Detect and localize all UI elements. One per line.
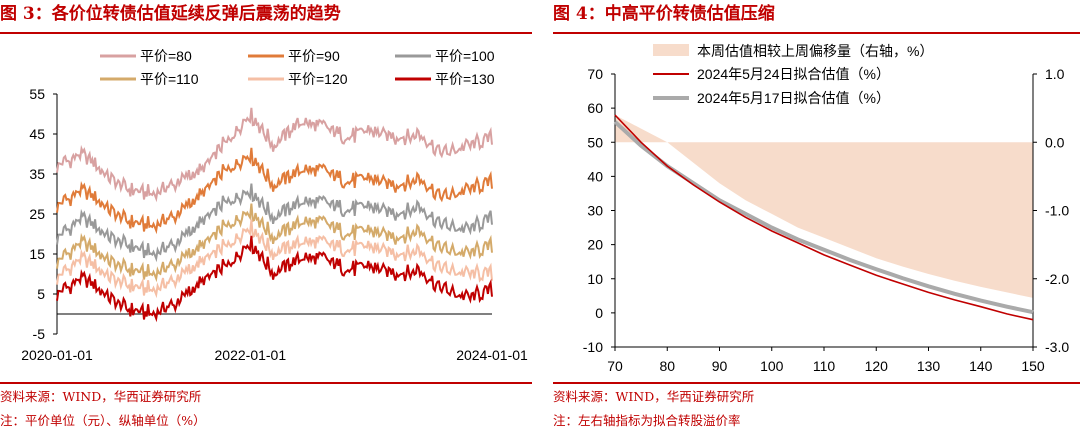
fit-line-may-24	[614, 114, 1034, 321]
series-line	[56, 219, 493, 299]
legend-label: 平价=110	[140, 71, 199, 87]
right-axis-tick-label: 0.0	[1045, 134, 1065, 150]
left-y-tick-label: 35	[29, 166, 45, 182]
left-y-tick-label: 25	[29, 206, 45, 222]
legend-label: 平价=130	[435, 71, 495, 87]
fit-line-may-17	[613, 120, 1034, 315]
legend-label: 平价=100	[435, 48, 495, 64]
legend-label: 平价=120	[288, 71, 348, 87]
left-axis-tick-label: 50	[587, 134, 603, 150]
left-line-chart: -5 5 15 25 35 45 55 2020-01-01 2022-01-01 2024-01…	[21, 48, 528, 363]
left-x-tick-label: 2020-01-01	[21, 347, 93, 363]
offset-area	[615, 115, 1033, 298]
left-panel: 图 3：各价位转债估值延续反弹后震荡的趋势 -5 5 15 25 35 45 55 2020-…	[0, 0, 532, 435]
left-x-tick-label: 2024-01-01	[456, 347, 528, 363]
left-axis-tick-label: 10	[587, 271, 603, 287]
left-y-tick-label: 45	[29, 126, 45, 142]
x-axis-tick-label: 100	[760, 358, 784, 374]
left-y-tick-label: -5	[33, 326, 46, 342]
left-x-tick-label: 2022-01-01	[215, 347, 287, 363]
right-axis-tick-label: 1.0	[1045, 66, 1065, 82]
left-source-note: 资料来源：WIND，华西证券研究所	[0, 389, 202, 404]
x-axis-tick-label: 130	[917, 358, 941, 374]
x-axis-tick-label: 90	[712, 358, 728, 374]
left-axis-tick-label: 60	[587, 100, 603, 116]
right-line-chart: -10 0 10 20 30 40 50 60 70 1.0 0.0 -1.0 -2.0 -3.0 70 80…	[583, 43, 1070, 374]
right-panel: 图 4：中高平价转债估值压缩 -10 0 10 20 30 40 50 60 70 1.0 0.0-…	[553, 0, 1080, 435]
legend-label: 2024年5月17日拟合估值（%）	[697, 90, 890, 106]
right-axis-tick-label: -3.0	[1045, 339, 1069, 355]
left-axis-tick-label: -10	[583, 339, 603, 355]
right-chart-title: 图 4：中高平价转债估值压缩	[553, 4, 775, 24]
right-source-note: 资料来源：WIND，华西证券研究所	[553, 389, 755, 404]
x-axis-tick-label: 150	[1021, 358, 1045, 374]
left-unit-note: 注：平价单位（元）、纵轴单位（%）	[0, 413, 206, 428]
series-line	[56, 147, 493, 235]
x-axis-tick-label: 110	[813, 358, 836, 374]
legend-swatch	[653, 44, 689, 56]
legend-label: 本周估值相较上周偏移量（右轴，%）	[697, 43, 933, 59]
left-axis-tick-label: 70	[587, 66, 603, 82]
left-axis-tick-label: 0	[595, 305, 603, 321]
left-axis-tick-label: 20	[587, 237, 603, 253]
right-bottom-rule	[553, 382, 1080, 384]
left-bottom-rule	[0, 382, 532, 384]
series-line	[56, 107, 493, 203]
left-top-rule	[0, 32, 532, 34]
left-y-tick-label: 55	[29, 86, 45, 102]
left-y-tick-label: 5	[37, 286, 45, 302]
left-y-tick-label: 15	[29, 246, 45, 262]
series-line	[56, 183, 493, 263]
legend-label: 平价=80	[140, 48, 192, 64]
left-axis-tick-label: 30	[587, 203, 603, 219]
legend-label: 2024年5月24日拟合估值（%）	[697, 66, 890, 82]
x-axis-tick-label: 120	[865, 358, 889, 374]
right-axis-note: 注：左右轴指标为拟合转股溢价率	[553, 413, 741, 428]
x-axis-tick-label: 80	[659, 358, 675, 374]
legend-label: 平价=90	[288, 48, 340, 64]
right-top-rule	[553, 32, 1080, 34]
series-line	[56, 203, 493, 283]
series-line	[56, 235, 493, 323]
right-axis-tick-label: -2.0	[1045, 271, 1069, 287]
right-axis-tick-label: -1.0	[1045, 203, 1069, 219]
x-axis-tick-label: 140	[969, 358, 993, 374]
left-chart-title: 图 3：各价位转债估值延续反弹后震荡的趋势	[0, 4, 341, 24]
left-axis-tick-label: 40	[587, 168, 603, 184]
x-axis-tick-label: 70	[607, 358, 623, 374]
